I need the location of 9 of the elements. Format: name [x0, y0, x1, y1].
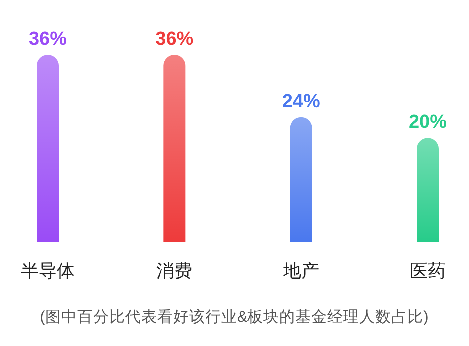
data-label: 20% [408, 112, 448, 134]
x-tick-label: 医药 [410, 261, 446, 281]
x-tick-label: 半导体 [21, 261, 75, 281]
data-label: 36% [156, 29, 194, 50]
x-tick-label: 地产 [282, 261, 320, 281]
text: (图中百分比代表看好该行业&板块的基金经理人数占比) [40, 308, 429, 326]
data-label: 24% [282, 91, 320, 112]
data-label: 36% [28, 29, 68, 50]
x-tick-label: 消费 [156, 261, 193, 281]
